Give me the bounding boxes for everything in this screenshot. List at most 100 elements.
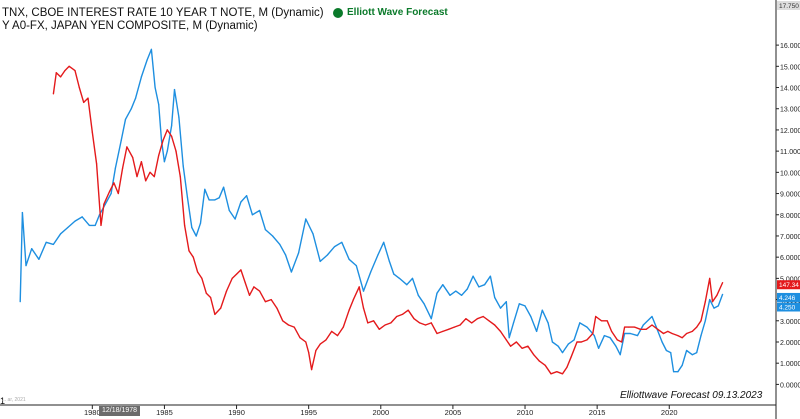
- data-point-yen: [248, 294, 251, 296]
- data-point-tnx: [636, 335, 639, 337]
- data-point-yen: [691, 330, 693, 332]
- data-point-yen: [586, 339, 588, 341]
- data-point-tnx: [449, 294, 451, 296]
- y-tick-label: 8.0000: [780, 213, 800, 220]
- data-point-yen: [378, 328, 380, 330]
- x-tick-label: 2015: [589, 408, 606, 417]
- data-point-yen: [270, 299, 272, 301]
- data-point-tnx: [619, 354, 621, 356]
- data-point-yen: [358, 286, 360, 288]
- data-point-tnx: [74, 220, 76, 222]
- data-point-yen: [634, 326, 636, 328]
- data-point-tnx: [186, 197, 189, 199]
- data-point-tnx: [541, 309, 543, 311]
- data-point-yen: [126, 146, 128, 148]
- data-point-yen: [136, 176, 138, 178]
- data-point-yen: [149, 171, 151, 173]
- data-point-yen: [442, 330, 444, 332]
- data-point-yen: [580, 341, 582, 343]
- y-tick-label: 12.000: [780, 128, 800, 135]
- data-point-tnx: [334, 246, 336, 248]
- yen-price-badge-box: [777, 280, 800, 290]
- series-line-tnx: [19, 48, 724, 373]
- data-point-yen: [448, 328, 450, 330]
- data-point-tnx: [508, 337, 510, 339]
- y-tick-label: 16.000: [780, 43, 800, 50]
- x-tick-label: 2010: [517, 408, 534, 417]
- data-point-tnx: [512, 322, 515, 324]
- data-point-yen: [201, 277, 203, 279]
- data-point-tnx: [700, 335, 702, 337]
- data-point-tnx: [21, 212, 23, 214]
- data-point-tnx: [665, 349, 668, 352]
- data-point-tnx: [31, 248, 33, 250]
- data-point-yen: [132, 156, 134, 159]
- series-group: [19, 48, 724, 375]
- data-point-tnx: [547, 322, 549, 324]
- data-point-tnx: [218, 197, 220, 199]
- data-point-tnx: [259, 209, 261, 212]
- data-point-tnx: [696, 352, 698, 354]
- data-point-tnx: [573, 339, 575, 341]
- data-point-yen: [611, 330, 613, 332]
- data-point-tnx: [67, 226, 69, 229]
- data-point-tnx: [377, 254, 379, 256]
- data-point-tnx: [524, 305, 526, 307]
- data-point-tnx: [567, 343, 569, 345]
- data-point-yen: [109, 190, 111, 192]
- x-tick-label: 1995: [300, 408, 317, 417]
- data-point-yen: [91, 131, 93, 133]
- data-point-tnx: [94, 224, 96, 226]
- data-point-tnx: [362, 290, 365, 292]
- data-point-tnx: [208, 199, 210, 201]
- data-point-tnx: [228, 209, 230, 212]
- y-tick-label: 1.0000: [780, 361, 800, 368]
- data-point-tnx: [19, 301, 21, 303]
- data-point-yen: [225, 290, 228, 292]
- data-point-yen: [140, 161, 142, 163]
- data-point-tnx: [673, 371, 675, 373]
- data-point-tnx: [484, 284, 486, 286]
- data-point-yen: [499, 330, 502, 332]
- data-point-tnx: [579, 322, 581, 324]
- data-point-tnx: [466, 288, 468, 290]
- data-point-tnx: [298, 252, 300, 254]
- data-point-tnx: [686, 349, 688, 352]
- data-point-tnx: [551, 341, 554, 343]
- data-point-tnx: [25, 265, 27, 267]
- data-point-yen: [616, 339, 618, 341]
- data-point-tnx: [691, 354, 693, 356]
- crosshair-date-label: 12/18/1978: [99, 406, 141, 416]
- data-point-tnx: [154, 86, 156, 89]
- data-point-yen: [606, 320, 608, 322]
- data-point-yen: [561, 373, 564, 375]
- data-point-yen: [103, 203, 105, 205]
- data-point-tnx: [478, 286, 480, 288]
- data-point-yen: [505, 339, 507, 341]
- data-point-yen: [282, 320, 284, 322]
- data-point-yen: [624, 326, 626, 328]
- data-point-yen: [197, 271, 199, 273]
- data-point-yen: [722, 282, 724, 284]
- brand-logo: Elliott Wave Forecast: [333, 7, 448, 18]
- data-point-yen: [677, 335, 679, 337]
- x-tick-label: 2005: [445, 408, 462, 417]
- watermark-text: ... ar, 2021: [2, 397, 26, 403]
- data-point-tnx: [661, 341, 663, 343]
- data-point-yen: [205, 292, 207, 294]
- data-point-tnx: [240, 201, 242, 203]
- data-point-tnx: [158, 103, 160, 106]
- data-point-tnx: [88, 224, 90, 226]
- data-point-tnx: [609, 337, 611, 339]
- data-point-yen: [482, 315, 484, 318]
- data-point-yen: [595, 315, 597, 318]
- data-point-yen: [305, 341, 307, 343]
- data-point-tnx: [160, 139, 163, 142]
- data-point-tnx: [326, 254, 328, 256]
- data-point-yen: [264, 301, 266, 303]
- data-point-yen: [419, 322, 421, 324]
- data-point-yen: [87, 97, 89, 99]
- data-point-tnx: [104, 203, 106, 205]
- data-point-yen: [424, 324, 427, 326]
- data-point-yen: [716, 294, 718, 296]
